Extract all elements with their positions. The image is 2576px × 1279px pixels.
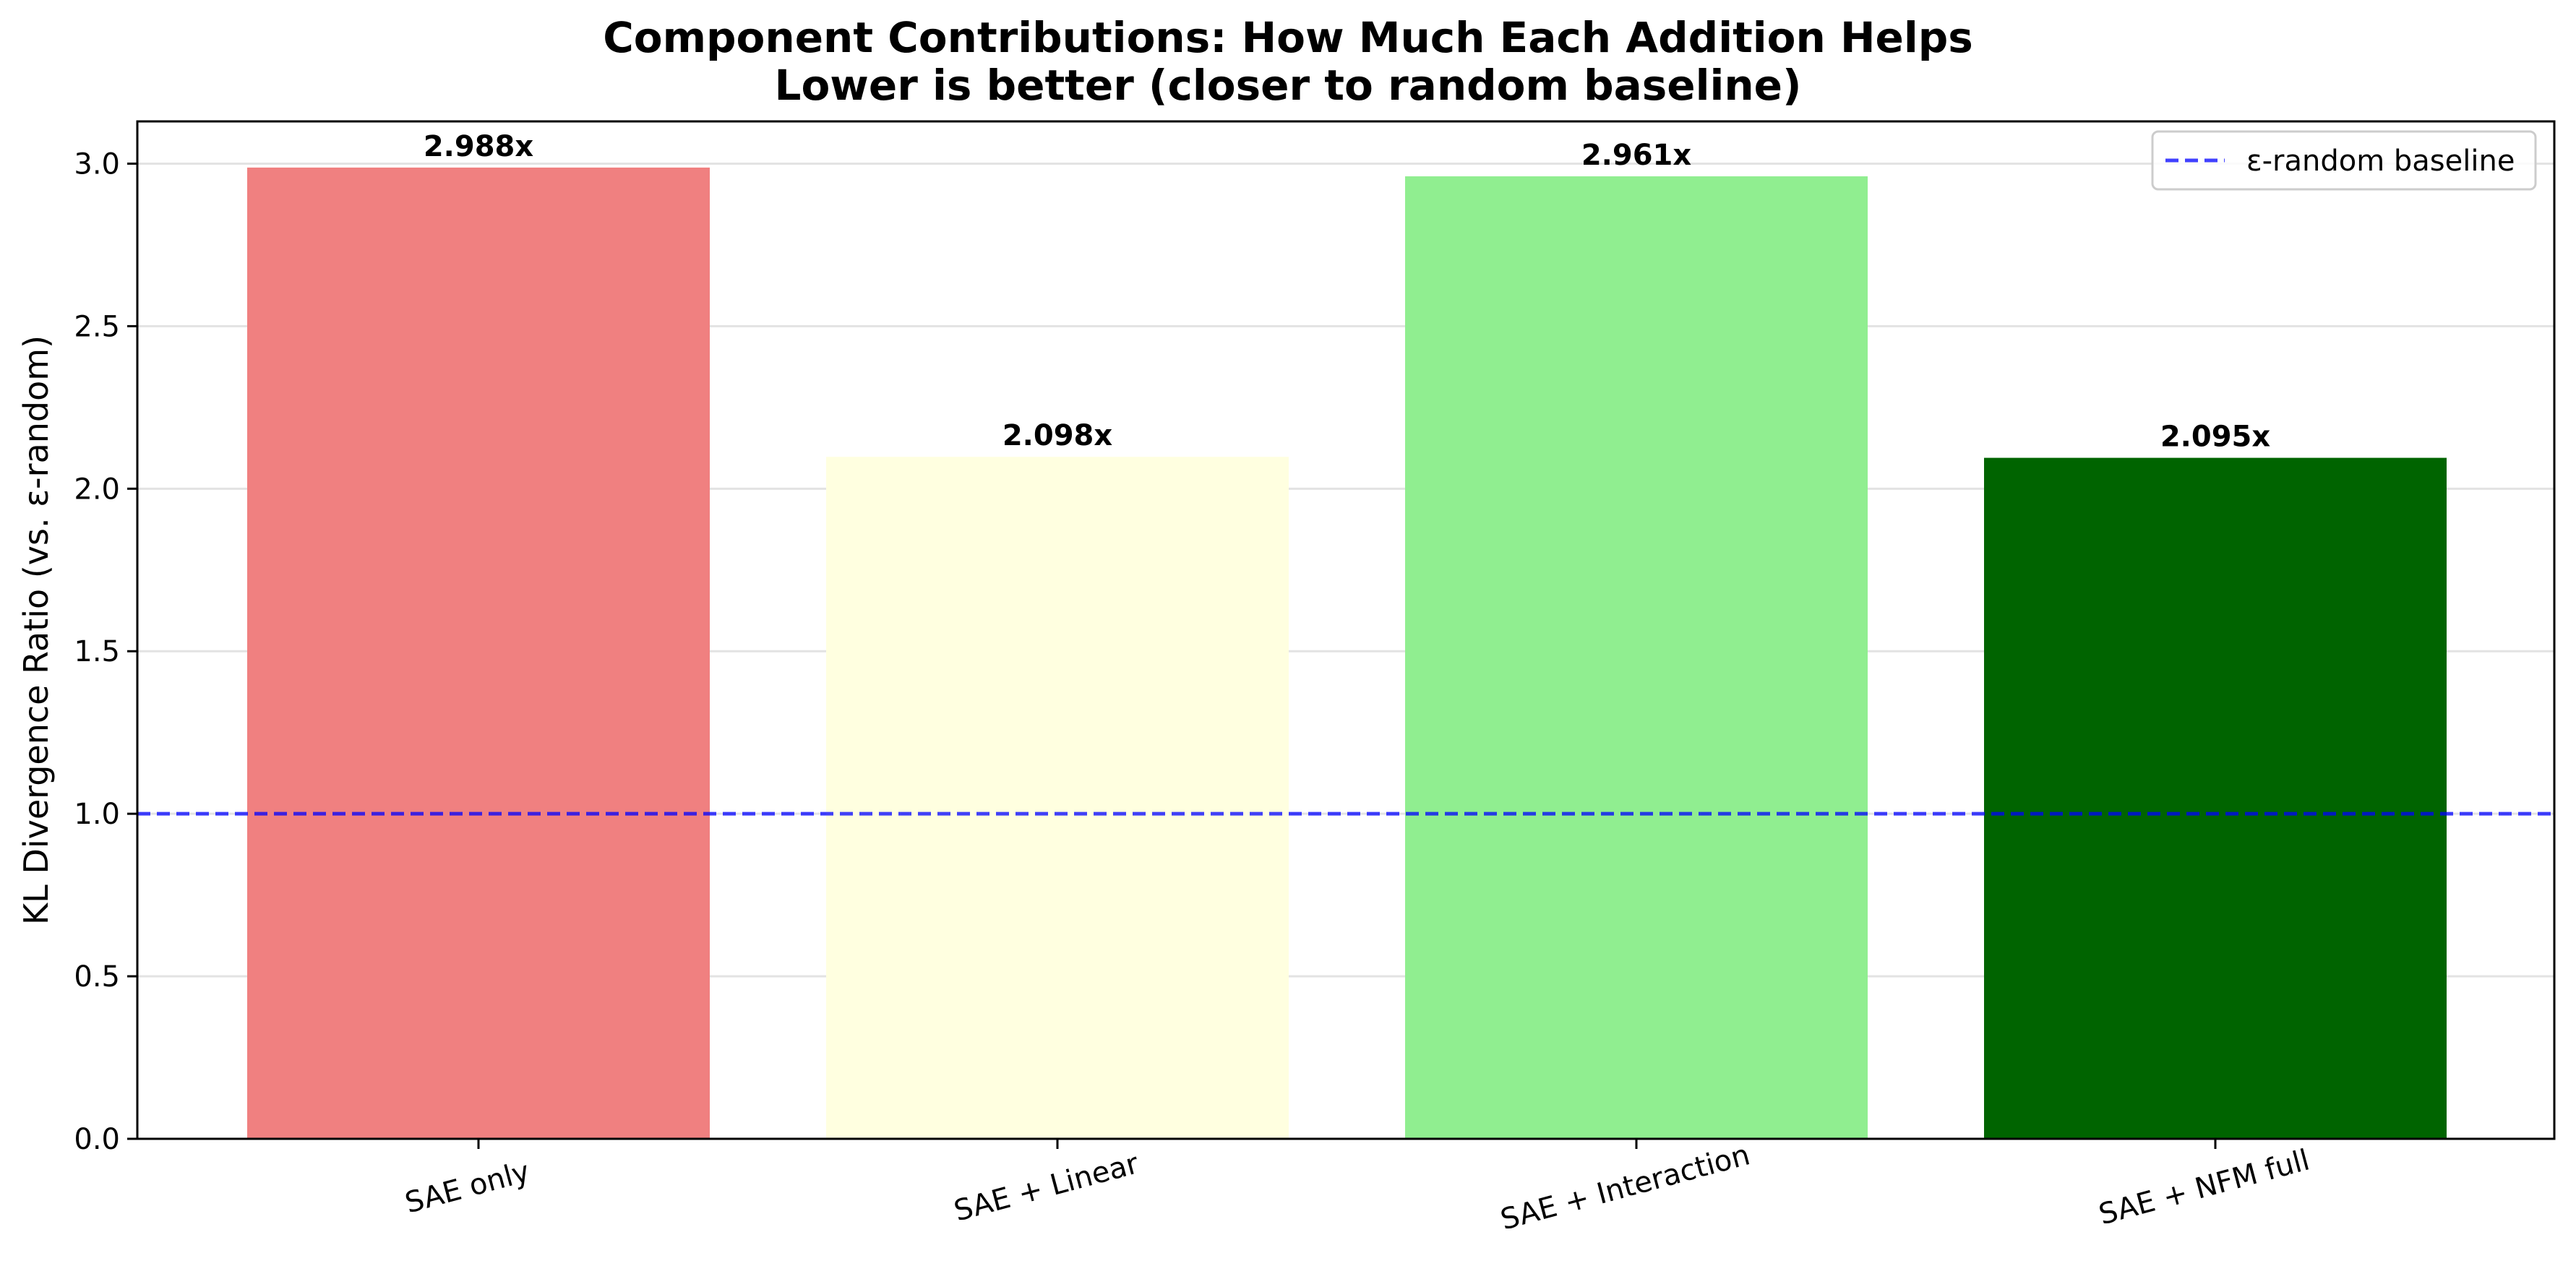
plot-frame <box>136 120 2556 1140</box>
legend-baseline-label: ε-random baseline <box>2246 145 2515 178</box>
x-tick-label: SAE + NFM full <box>2095 1143 2313 1231</box>
y-tick-label: 2.0 <box>74 473 120 506</box>
legend: ε-random baseline <box>2151 130 2537 191</box>
bar <box>247 167 710 1139</box>
bar-value-label: 2.988x <box>424 130 534 163</box>
x-tick-label: SAE + Linear <box>950 1147 1143 1228</box>
chart-subtitle: Lower is better (closer to random baseli… <box>774 61 1801 110</box>
y-tick-label: 0.5 <box>74 960 120 994</box>
bar <box>1984 457 2447 1139</box>
chart-title: Component Contributions: How Much Each A… <box>603 13 1973 62</box>
bar <box>1405 176 1868 1140</box>
legend-box <box>2151 130 2537 191</box>
y-tick-label: 1.0 <box>74 798 120 831</box>
bar-value-label: 2.961x <box>1581 139 1692 172</box>
y-tick-label: 3.0 <box>74 147 120 181</box>
x-tick-label: SAE + Interaction <box>1497 1138 1753 1236</box>
y-tick-label: 2.5 <box>74 310 120 343</box>
bar <box>826 457 1289 1139</box>
y-tick-label: 1.5 <box>74 635 120 668</box>
value-labels: 2.988x 2.098x 2.961x 2.095x <box>424 130 2271 454</box>
x-tick-label: SAE only <box>402 1155 533 1220</box>
bar-value-label: 2.098x <box>1003 419 1113 452</box>
bar-value-label: 2.095x <box>2160 421 2271 454</box>
bars <box>247 167 2447 1140</box>
y-axis: 0.0 0.5 1.0 1.5 2.0 2.5 3.0 <box>74 147 137 1156</box>
y-axis-label: KL Divergence Ratio (vs. ε-random) <box>17 335 56 925</box>
x-axis: SAE only SAE + Linear SAE + Interaction SAE… <box>402 1138 2314 1236</box>
y-tick-label: 0.0 <box>74 1123 120 1156</box>
